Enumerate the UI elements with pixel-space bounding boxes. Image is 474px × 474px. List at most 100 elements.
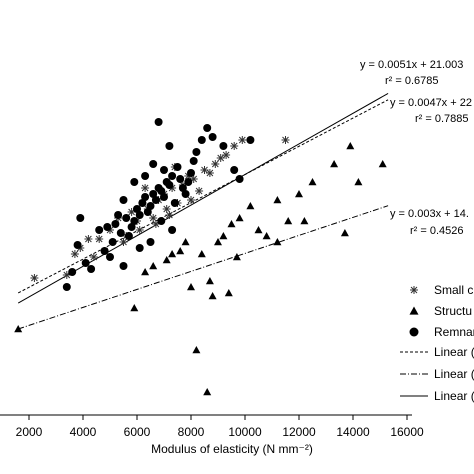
point-structural: [295, 190, 303, 198]
point-remnant: [135, 211, 144, 219]
point-remnant: [187, 169, 195, 177]
point-small-clear: [165, 211, 174, 219]
point-small-clear: [30, 274, 39, 282]
point-small-clear: [135, 226, 144, 234]
point-remnant: [146, 202, 155, 210]
point-remnant: [141, 172, 150, 180]
point-small-clear: [149, 214, 158, 222]
point-small-clear: [95, 235, 104, 243]
legend-label-linear-solid: Linear (: [434, 389, 474, 403]
point-remnant: [192, 148, 201, 156]
point-structural: [205, 277, 214, 285]
legend-marker-asterisk: [410, 286, 418, 294]
point-small-clear: [187, 196, 195, 204]
trendline-solid: [17, 92, 389, 304]
point-small-clear: [281, 136, 290, 144]
point-remnant: [160, 166, 168, 174]
point-structural: [232, 253, 241, 261]
point-structural: [130, 304, 139, 312]
point-remnant: [235, 175, 244, 183]
point-remnant: [100, 247, 109, 255]
point-remnant: [168, 172, 177, 180]
point-remnant: [165, 181, 174, 189]
point-remnant: [138, 199, 147, 207]
point-remnant: [81, 259, 90, 267]
point-structural: [273, 238, 282, 246]
point-remnant: [146, 238, 155, 246]
point-remnant: [62, 283, 71, 291]
point-remnant: [111, 220, 120, 228]
point-remnant: [176, 175, 185, 183]
x-tick-label: 12000: [282, 425, 316, 439]
point-remnant: [108, 238, 117, 246]
point-small-clear: [211, 160, 220, 168]
point-remnant: [135, 244, 144, 252]
point-structural: [214, 238, 222, 246]
point-remnant: [203, 124, 212, 132]
x-tick-label: 8000: [178, 425, 205, 439]
legend-label-linear-dashed: Linear (: [434, 345, 474, 359]
point-structural: [224, 289, 233, 297]
point-remnant: [170, 199, 179, 207]
x-tick-label: 16000: [390, 425, 424, 439]
r2-dashdot: r² = 0.4526: [410, 225, 464, 237]
point-remnant: [208, 133, 217, 141]
point-structural: [176, 247, 185, 255]
point-remnant: [154, 118, 163, 126]
point-remnant: [173, 163, 182, 171]
point-remnant: [114, 211, 123, 219]
point-structural: [300, 217, 309, 225]
point-small-clear: [216, 154, 225, 162]
point-structural: [197, 250, 206, 258]
point-remnant: [116, 229, 125, 237]
point-structural: [284, 217, 293, 225]
x-axis-ticks: 2000 4000 6000 8000 10000 12000 14000 16000: [16, 415, 424, 439]
data-points: [14, 118, 387, 396]
point-remnant: [157, 217, 166, 225]
x-tick-label: 2000: [16, 425, 43, 439]
point-remnant: [181, 190, 190, 198]
point-small-clear: [89, 253, 98, 261]
r2-solid: r² = 0.6785: [385, 75, 439, 87]
point-structural: [340, 229, 349, 237]
point-structural: [227, 220, 236, 228]
trendline-dashdot: [18, 205, 389, 330]
point-small-clear: [162, 205, 171, 213]
point-small-clear: [230, 142, 239, 150]
point-structural: [254, 226, 263, 234]
point-structural: [308, 178, 317, 186]
point-remnant: [230, 166, 239, 174]
point-structural: [354, 178, 363, 186]
point-remnant: [178, 184, 187, 192]
trendlines: [17, 92, 389, 330]
equation-solid: y = 0.0051x + 21.003: [360, 59, 463, 71]
x-tick-label: 10000: [228, 425, 262, 439]
legend-label-remnant: Remnan: [434, 325, 474, 339]
point-remnant: [165, 142, 174, 150]
point-remnant: [87, 265, 96, 273]
point-small-clear: [195, 187, 204, 195]
point-structural: [181, 238, 190, 246]
point-small-clear: [119, 238, 128, 246]
legend-markers: [409, 286, 419, 337]
point-structural: [203, 388, 212, 396]
point-remnant: [130, 178, 139, 186]
point-structural: [187, 283, 195, 291]
point-remnant: [106, 253, 114, 261]
point-structural: [149, 262, 158, 270]
point-remnant: [184, 178, 193, 186]
point-remnant: [122, 214, 131, 222]
point-remnant: [68, 268, 77, 276]
legend-marker-triangle: [409, 306, 419, 315]
point-structural: [168, 250, 177, 258]
point-structural: [262, 232, 271, 240]
x-axis-label: Modulus of elasticity (N mm⁻²): [151, 442, 313, 456]
point-remnant: [76, 214, 85, 222]
x-tick-label: 4000: [70, 425, 97, 439]
point-remnant: [197, 136, 206, 144]
point-remnant: [133, 205, 141, 213]
point-remnant: [149, 190, 158, 198]
point-structural: [273, 196, 282, 204]
legend-marker-circle: [409, 327, 419, 337]
